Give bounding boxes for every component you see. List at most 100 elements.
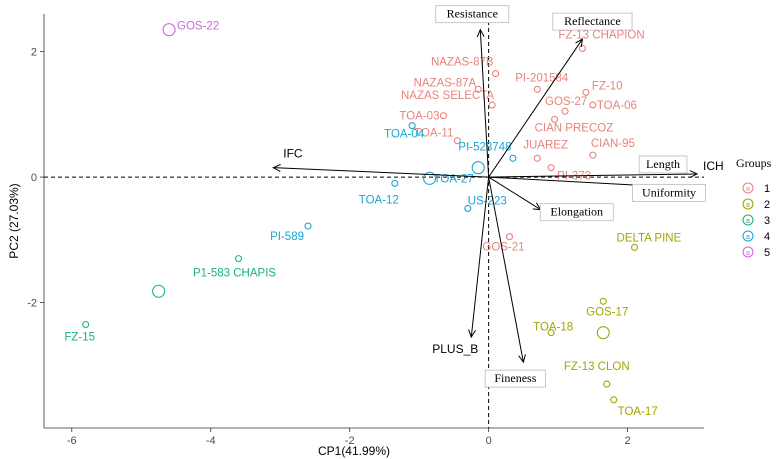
legend-key-glyph: a xyxy=(746,250,750,257)
point-marker-pi-528748 xyxy=(509,154,517,162)
vector-arrowhead-fineness xyxy=(518,354,526,364)
point-marker-toa-27 xyxy=(423,171,437,185)
x-tick-label: 2 xyxy=(625,435,631,447)
point-label-us-223: US-223 xyxy=(468,195,507,207)
point-label-fz-13-chapion: FZ-13 CHAPION xyxy=(558,30,644,42)
variable-vectors: Resistance Reflectance IFC Length ICH Uniform… xyxy=(272,5,724,388)
vector-label-uniformity: Uniformity xyxy=(642,185,696,199)
point-label-fz-15: FZ-15 xyxy=(64,332,95,344)
point-marker-pi-201584 xyxy=(533,85,541,93)
vector-label-plus-b: PLUS_B xyxy=(432,342,478,356)
point-label-gos-27: GOS-27 xyxy=(545,96,587,108)
point-label-cian-precoz: CIAN PRECOZ xyxy=(535,122,614,134)
legend-key-glyph: a xyxy=(746,186,750,193)
point-marker xyxy=(471,161,485,175)
vector-resistance xyxy=(479,29,490,178)
point-marker-toa-11 xyxy=(453,137,461,145)
x-axis-ticks: -6 -4 -2 0 2 xyxy=(67,428,631,447)
point-label-cian-95: CIAN-95 xyxy=(591,138,635,150)
point-marker-toa-06 xyxy=(589,101,597,109)
point-marker-nazas-selecta xyxy=(488,101,496,109)
legend-key-glyph: a xyxy=(746,218,750,225)
x-tick-label: -4 xyxy=(206,435,216,447)
point-label-pi-589: PI-589 xyxy=(270,231,304,243)
legend: Groups a 1 a 2 a 3 a 4 a 5 xyxy=(736,156,772,259)
vector-arrowhead-ifc xyxy=(272,164,281,172)
vector-arrowhead-resistance xyxy=(476,28,485,38)
legend-key-glyph: a xyxy=(746,234,750,241)
vector-arrowhead-reflectance xyxy=(575,38,584,48)
point-label-toa-12: TOA-12 xyxy=(359,194,399,206)
vector-label-box-reflectance xyxy=(552,12,633,31)
point-label-gos-17: GOS-17 xyxy=(586,306,628,318)
point-marker-fz-15 xyxy=(82,320,90,329)
point-marker xyxy=(596,326,610,340)
point-label-p1-583-chapis: P1-583 CHAPIS xyxy=(193,268,276,280)
point-marker-juarez xyxy=(533,154,541,162)
vector-elongation xyxy=(488,176,542,211)
point-marker-toa-17 xyxy=(610,396,618,404)
point-label-delta-pine: DELTA PINE xyxy=(617,232,682,244)
vector-label-box-uniformity xyxy=(632,183,706,202)
point-marker-gos-27 xyxy=(561,107,569,115)
legend-key-2 xyxy=(742,198,754,210)
point-label-nazas-87a: NAZAS-87A xyxy=(414,77,477,89)
x-tick-label: 0 xyxy=(486,435,492,447)
vector-label-ifc: IFC xyxy=(283,147,303,161)
vector-label-box-fineness xyxy=(484,369,546,388)
vector-label-box-resistance xyxy=(435,5,510,24)
y-axis-title: PC2 (27.03%) xyxy=(7,183,21,258)
legend-key-5 xyxy=(742,246,754,258)
point-label-juarez: JUAREZ xyxy=(523,139,568,151)
point-marker-delta-pine xyxy=(630,243,639,251)
point-marker-fz-13-chapion xyxy=(578,44,586,53)
point-label-toa-17: TOA-17 xyxy=(618,406,658,418)
vector-arrowhead-plus-b xyxy=(468,329,476,339)
point-label-toa-06: TOA-06 xyxy=(597,100,637,112)
point-marker-nazas-87a xyxy=(474,85,482,93)
data-points: GOS-22 FZ-13 CHAPION NAZAS-87B PI-201584 NAZ… xyxy=(64,21,681,418)
vector-label-box-elongation xyxy=(539,203,614,222)
legend-title: Groups xyxy=(736,156,772,170)
point-marker-gos-21 xyxy=(505,233,514,241)
legend-key-1 xyxy=(742,182,754,194)
point-marker-cian-95 xyxy=(589,151,597,159)
vector-label-fineness: Fineness xyxy=(494,371,536,385)
point-marker-gos-22 xyxy=(162,23,176,37)
point-marker-p1-583-chapis xyxy=(234,255,243,263)
point-label-toa-18: TOA-18 xyxy=(533,322,573,334)
point-label-nazas-87b: NAZAS-87B xyxy=(431,57,494,69)
point-label-gos-22: GOS-22 xyxy=(177,21,219,33)
point-label-toa-11: TOA-11 xyxy=(414,128,453,140)
point-marker-cian-precoz xyxy=(551,115,559,123)
point-label-toa-04: TOA-04 xyxy=(384,129,425,141)
vector-arrowhead-length xyxy=(689,170,699,178)
x-axis-title: CP1(41.99%) xyxy=(318,444,390,458)
point-marker-toa-03 xyxy=(439,112,448,120)
y-axis-ticks: -2 0 2 xyxy=(27,47,44,310)
x-tick-label: -2 xyxy=(345,435,355,447)
point-marker xyxy=(152,284,166,298)
vector-fineness xyxy=(488,176,524,363)
y-tick-label: 0 xyxy=(31,172,37,184)
legend-label-1: 1 xyxy=(764,183,770,195)
point-marker-toa-12 xyxy=(391,179,399,187)
point-marker-nazas-87b xyxy=(492,70,500,78)
vector-label-length: Length xyxy=(646,157,680,171)
x-tick-label: -6 xyxy=(67,435,77,447)
legend-label-4: 4 xyxy=(764,231,770,243)
point-marker-gos-17 xyxy=(599,297,607,305)
point-marker-toa-04 xyxy=(408,122,416,130)
y-tick-label: 2 xyxy=(31,47,37,59)
vector-label-ich: ICH xyxy=(703,159,724,173)
vector-plus-b xyxy=(470,177,490,338)
vector-label-box-length xyxy=(638,155,688,174)
vector-label-elongation: Elongation xyxy=(550,205,603,219)
point-marker-pi-373 xyxy=(547,164,555,172)
point-label-nazas-selecta: NAZAS SELECTA xyxy=(401,90,494,102)
point-label-fz-13-clon: FZ-13 CLON xyxy=(564,361,630,373)
point-label-pi-373: PI-373 xyxy=(557,171,591,183)
point-label-toa-03: TOA-03 xyxy=(399,111,439,123)
point-label-fz-10: FZ-10 xyxy=(592,80,623,92)
